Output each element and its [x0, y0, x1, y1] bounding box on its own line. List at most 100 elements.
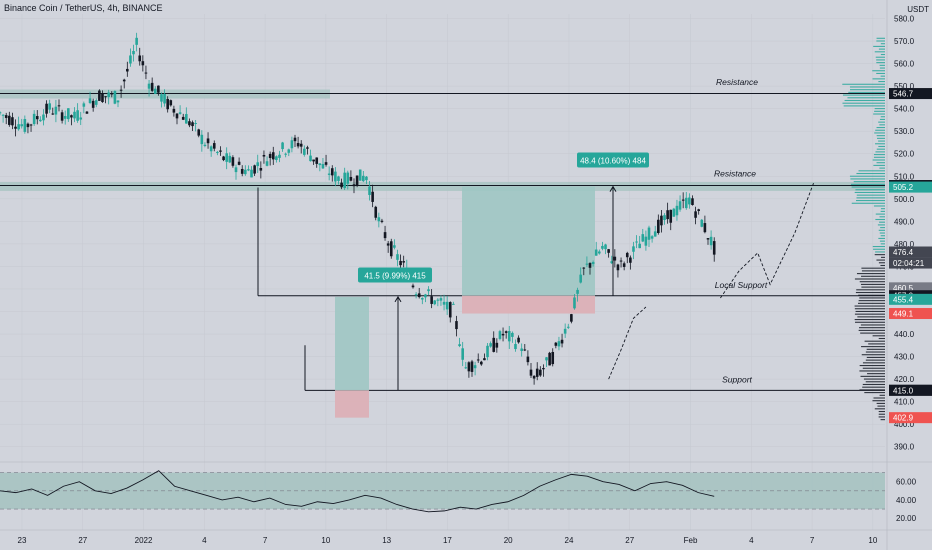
candle-body[interactable] — [337, 176, 340, 181]
candle-body[interactable] — [113, 91, 117, 104]
candle-body[interactable] — [560, 339, 564, 344]
candle-body[interactable] — [507, 331, 511, 342]
candle-body[interactable] — [573, 297, 576, 309]
candle-body[interactable] — [88, 98, 92, 104]
candle-body[interactable] — [324, 162, 328, 165]
candle-body[interactable] — [402, 261, 405, 263]
candle-body[interactable] — [563, 328, 567, 334]
candle-body[interactable] — [455, 321, 458, 330]
candle-body[interactable] — [554, 342, 558, 346]
candle-body[interactable] — [588, 263, 592, 268]
candle-body[interactable] — [185, 114, 188, 124]
candle-body[interactable] — [709, 236, 713, 246]
candle-body[interactable] — [535, 368, 539, 377]
candle-body[interactable] — [110, 93, 114, 95]
candle-body[interactable] — [275, 156, 278, 161]
candle-body[interactable] — [299, 143, 303, 147]
candle-body[interactable] — [250, 169, 253, 178]
candle-body[interactable] — [14, 126, 17, 129]
candle-body[interactable] — [523, 349, 527, 351]
candle-body[interactable] — [138, 55, 142, 62]
candle-body[interactable] — [644, 236, 648, 246]
candle-body[interactable] — [688, 197, 691, 205]
candle-body[interactable] — [70, 115, 73, 118]
candle-body[interactable] — [700, 219, 704, 227]
candle-body[interactable] — [194, 123, 197, 125]
candle-body[interactable] — [663, 215, 666, 221]
symbol-header[interactable]: Binance Coin / TetherUS, 4h, BINANCE — [4, 3, 162, 13]
candle-body[interactable] — [157, 85, 160, 93]
candle-body[interactable] — [427, 289, 430, 292]
candle-body[interactable] — [551, 351, 555, 365]
candle-body[interactable] — [281, 142, 284, 150]
candle-body[interactable] — [675, 205, 679, 216]
candle-body[interactable] — [216, 151, 219, 153]
candle-body[interactable] — [312, 159, 315, 162]
candle-body[interactable] — [622, 263, 626, 267]
candle-body[interactable] — [60, 112, 64, 121]
candle-body[interactable] — [343, 172, 346, 189]
candle-body[interactable] — [389, 241, 393, 257]
candle-body[interactable] — [296, 143, 300, 147]
candle-body[interactable] — [212, 143, 216, 149]
candle-body[interactable] — [318, 163, 322, 166]
candle-body[interactable] — [514, 344, 517, 350]
candle-body[interactable] — [188, 121, 191, 126]
candle-body[interactable] — [107, 92, 110, 98]
candle-body[interactable] — [79, 117, 83, 120]
candle-body[interactable] — [122, 79, 126, 82]
candle-body[interactable] — [641, 234, 645, 242]
candle-body[interactable] — [604, 244, 607, 250]
candle-body[interactable] — [579, 274, 582, 283]
candle-body[interactable] — [657, 219, 660, 234]
candle-body[interactable] — [666, 210, 669, 220]
candle-body[interactable] — [287, 149, 291, 153]
candle-body[interactable] — [91, 100, 95, 108]
candle-body[interactable] — [430, 296, 433, 304]
candle-body[interactable] — [694, 211, 697, 218]
candle-body[interactable] — [0, 112, 2, 114]
candle-body[interactable] — [598, 251, 601, 254]
candle-body[interactable] — [293, 137, 297, 142]
candle-body[interactable] — [706, 238, 710, 240]
candle-body[interactable] — [82, 103, 86, 107]
candle-body[interactable] — [160, 94, 163, 102]
candle-body[interactable] — [45, 103, 48, 114]
candle-body[interactable] — [448, 302, 452, 318]
candle-body[interactable] — [660, 215, 663, 226]
candle-body[interactable] — [8, 115, 11, 125]
candle-body[interactable] — [327, 173, 331, 175]
candle-body[interactable] — [262, 155, 266, 157]
candle-body[interactable] — [135, 37, 138, 45]
candle-body[interactable] — [309, 155, 312, 162]
candle-body[interactable] — [17, 124, 20, 130]
candle-body[interactable] — [632, 246, 635, 252]
candle-body[interactable] — [691, 198, 694, 205]
candle-body[interactable] — [306, 147, 309, 149]
candle-body[interactable] — [545, 357, 548, 361]
candle-body[interactable] — [73, 111, 76, 119]
candle-body[interactable] — [452, 303, 455, 305]
candle-body[interactable] — [650, 236, 654, 239]
candle-body[interactable] — [712, 241, 716, 255]
candle-body[interactable] — [144, 72, 148, 74]
candle-body[interactable] — [476, 359, 480, 361]
candle-body[interactable] — [119, 89, 123, 91]
candle-body[interactable] — [169, 100, 173, 106]
candle-body[interactable] — [206, 138, 210, 144]
candle-body[interactable] — [290, 140, 294, 149]
candle-body[interactable] — [424, 294, 427, 298]
candle-body[interactable] — [132, 50, 135, 55]
candle-body[interactable] — [315, 157, 319, 164]
candle-body[interactable] — [486, 345, 489, 358]
candle-body[interactable] — [374, 206, 378, 218]
candle-body[interactable] — [67, 108, 70, 120]
candle-body[interactable] — [340, 182, 343, 188]
candle-body[interactable] — [566, 326, 570, 328]
candle-body[interactable] — [231, 157, 235, 166]
candle-body[interactable] — [501, 333, 505, 336]
candle-body[interactable] — [178, 112, 182, 114]
candle-body[interactable] — [591, 262, 595, 265]
candle-body[interactable] — [209, 146, 213, 152]
